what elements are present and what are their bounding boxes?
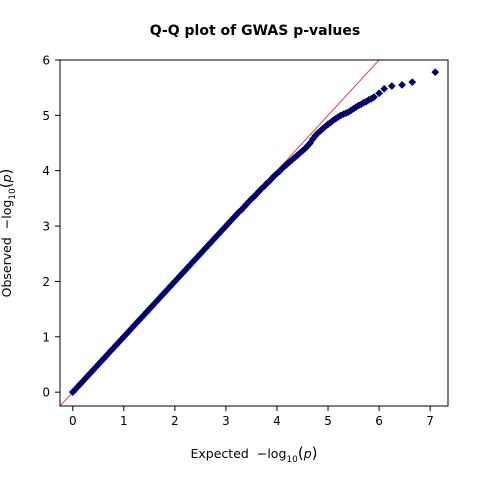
data-point: [375, 89, 384, 98]
x-axis-label: Expected −log10(p): [191, 444, 318, 465]
y-tick-label: 6: [42, 54, 50, 68]
y-tick-label: 0: [42, 386, 50, 400]
x-tick-label: 4: [273, 414, 281, 428]
data-point: [380, 84, 389, 93]
data-points-layer: [68, 68, 440, 397]
x-tick-label: 7: [426, 414, 434, 428]
plot-area: [60, 60, 448, 406]
y-axis-label: Observed −log10(p): [0, 169, 18, 298]
y-axis-label-paren-open: (: [0, 182, 15, 188]
x-tick-label: 5: [324, 414, 332, 428]
x-tick-label: 3: [222, 414, 230, 428]
y-axis-label-text: Observed: [0, 237, 14, 297]
x-axis-label-math-prefix: −log: [257, 446, 287, 461]
x-tick-label: 0: [69, 414, 77, 428]
plot-frame: [59, 59, 449, 407]
y-axis-label-math-prefix: −log: [0, 200, 14, 230]
x-tick-label: 6: [375, 414, 383, 428]
x-axis-label-text: Expected: [191, 446, 249, 461]
y-tick-label: 5: [42, 109, 50, 123]
x-axis-ticks: 0 1 2 3 4 5 6 7: [69, 406, 434, 428]
x-tick-label: 1: [120, 414, 128, 428]
y-tick-label: 1: [42, 330, 50, 344]
x-axis-label-paren-open: (: [298, 444, 304, 462]
y-axis-ticks: 0 1 2 3 4 5 6: [42, 54, 60, 400]
x-axis-label-paren-close: ): [312, 444, 318, 462]
y-axis-label-var: p: [0, 174, 14, 183]
y-tick-label: 3: [42, 220, 50, 234]
x-axis-label-math-sub: 10: [286, 455, 298, 465]
x-axis-label-var: p: [303, 446, 312, 461]
y-tick-label: 4: [42, 164, 50, 178]
data-point: [398, 80, 407, 89]
data-point: [387, 82, 396, 90]
data-point: [408, 78, 417, 87]
y-axis-label-paren-close: ): [0, 169, 15, 175]
y-axis-label-math-sub: 10: [8, 188, 18, 200]
y-tick-label: 2: [42, 275, 50, 289]
x-tick-label: 2: [171, 414, 179, 428]
data-point: [431, 68, 440, 77]
data-point: [370, 93, 378, 102]
chart-title: Q-Q plot of GWAS p-values: [150, 23, 360, 39]
